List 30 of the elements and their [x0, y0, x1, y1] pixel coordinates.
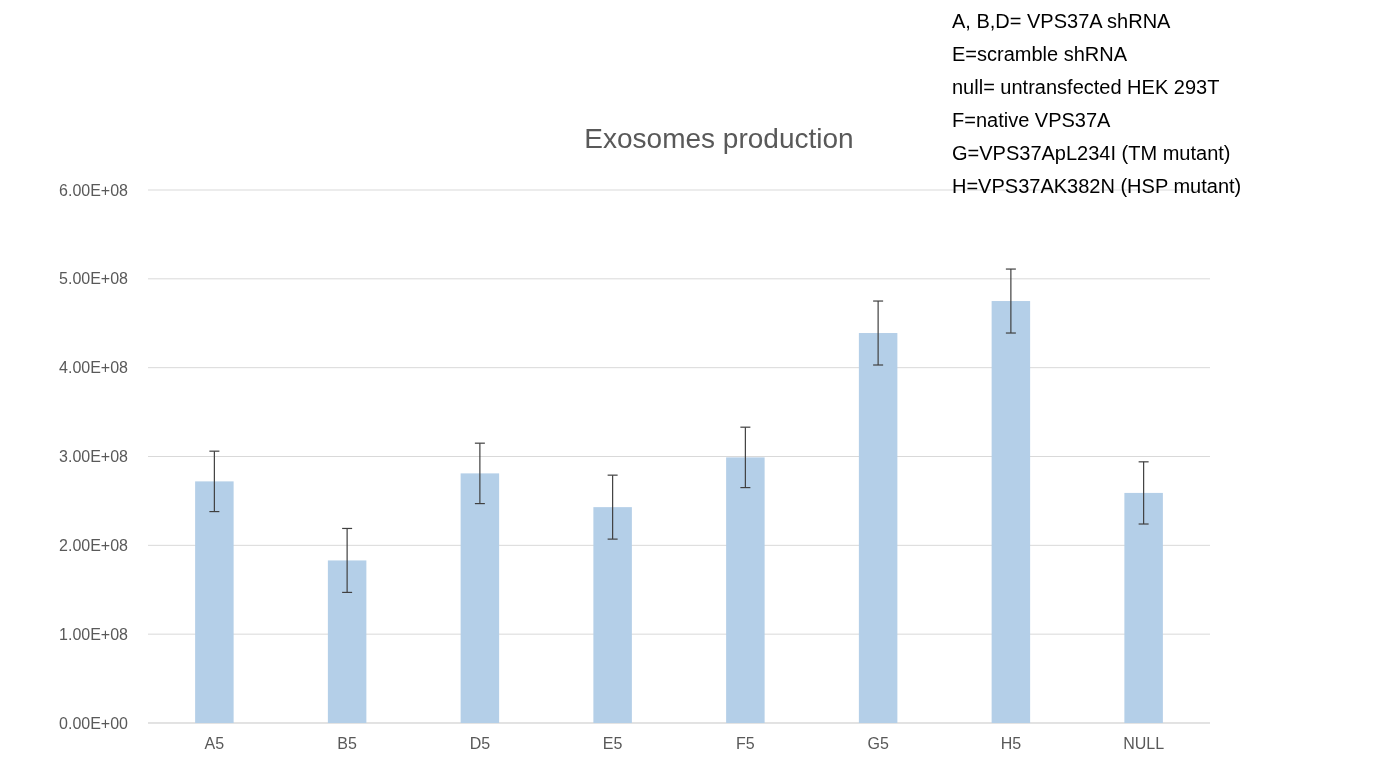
x-tick-label: F5: [736, 735, 755, 752]
y-tick-label: 5.00E+08: [59, 270, 129, 288]
text: null= untransfected HEK 293T: [952, 76, 1220, 98]
y-tick-label: 0.00E+00: [59, 714, 129, 732]
y-tick-label: 4.00E+08: [59, 359, 129, 377]
text: E=scramble shRNA: [952, 43, 1128, 65]
x-tick-label: A5: [204, 735, 225, 752]
bar: [1124, 492, 1163, 723]
annotation: H=VPS37AK382N (HSP mutant): [952, 175, 1242, 197]
y-tick-label: 2.00E+08: [59, 536, 129, 554]
x-tick-label: B5: [337, 735, 358, 752]
bar: [593, 507, 632, 723]
y-tick-label: 3.00E+08: [59, 448, 129, 466]
bar: [327, 560, 367, 723]
bar: [858, 333, 898, 723]
y-tick-label: 1.00E+08: [59, 625, 129, 643]
bar: [460, 473, 500, 723]
y-tick-label: 6.00E+08: [59, 181, 129, 199]
text: A, B,D= VPS37A shRNA: [952, 10, 1172, 32]
x-tick-label: NULL: [1123, 735, 1165, 752]
bar: [991, 301, 1031, 723]
x-tick-label: H5: [1000, 735, 1022, 752]
bar: [726, 457, 765, 723]
x-tick-label: G5: [867, 735, 889, 752]
x-tick-label: D5: [469, 735, 491, 752]
x-tick-label: E5: [602, 735, 623, 752]
text: G=VPS37ApL234I (TM mutant): [952, 142, 1231, 164]
text: F=native VPS37A: [952, 109, 1112, 131]
bar: [195, 481, 234, 723]
chart-title: Exosomes production: [584, 123, 854, 154]
